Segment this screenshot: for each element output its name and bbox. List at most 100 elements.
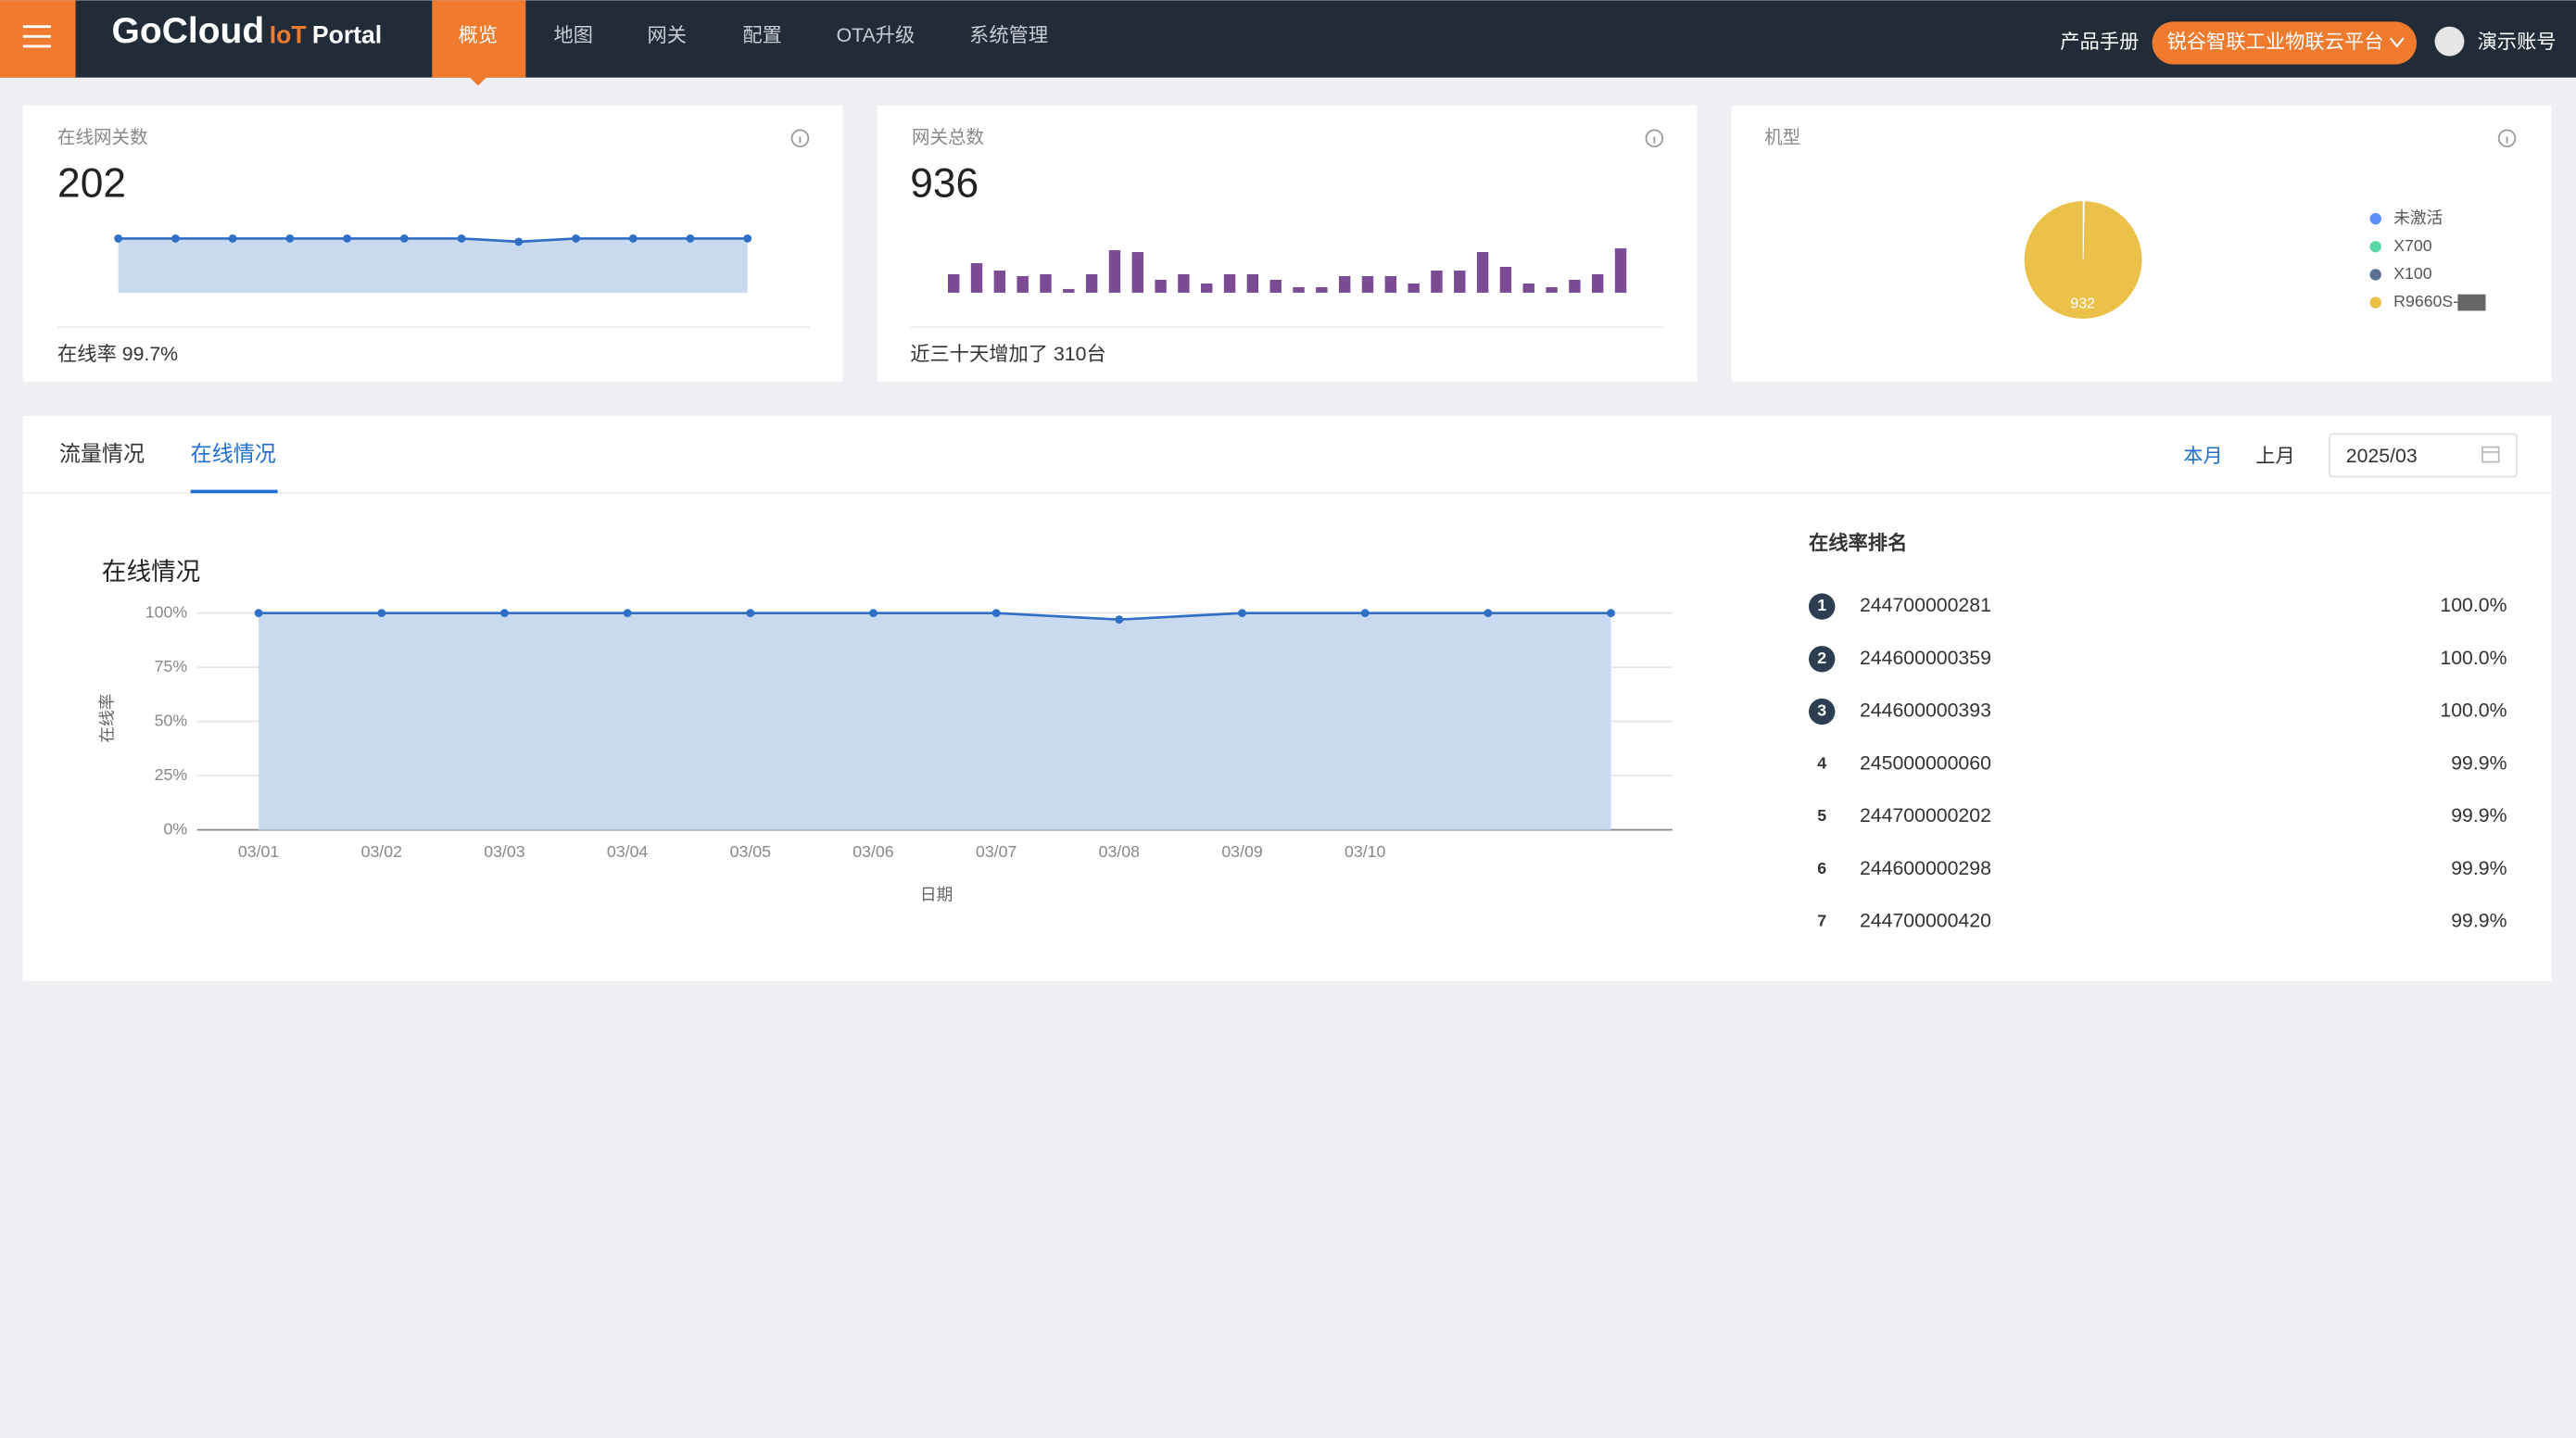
card bbox=[1731, 105, 2552, 382]
platform-name: 锐谷智联工业物联云平台 bbox=[2167, 31, 2384, 53]
bar bbox=[1269, 279, 1282, 293]
bar bbox=[1201, 283, 1213, 293]
gateway-id: 244700000202 bbox=[1860, 804, 1991, 826]
card-footer: 在线率 99.7% bbox=[57, 343, 178, 365]
online-rate: 99.9% bbox=[2451, 804, 2507, 826]
nav-item[interactable]: 概览 bbox=[459, 24, 499, 46]
bar bbox=[1499, 266, 1512, 293]
month-picker[interactable] bbox=[2329, 433, 2519, 478]
y-tick-label: 75% bbox=[155, 657, 188, 675]
period-button[interactable]: 上月 bbox=[2255, 445, 2295, 467]
point bbox=[114, 233, 123, 243]
avatar[interactable] bbox=[2434, 26, 2465, 57]
card bbox=[877, 105, 1698, 382]
x-tick-label: 03/04 bbox=[607, 842, 648, 861]
chart-title: 在线情况 bbox=[102, 558, 200, 586]
gateway-id: 244600000298 bbox=[1860, 857, 1991, 879]
online-rate: 99.9% bbox=[2451, 910, 2507, 932]
bar bbox=[1454, 270, 1466, 293]
menu-button[interactable] bbox=[0, 0, 76, 78]
rank-badge bbox=[1809, 698, 1836, 725]
point bbox=[457, 233, 466, 243]
chevron bbox=[2389, 37, 2405, 48]
bar bbox=[1476, 252, 1489, 293]
online-rate: 100.0% bbox=[2440, 647, 2507, 669]
rank-number: 1 bbox=[1817, 596, 1826, 614]
nav-active bbox=[432, 0, 526, 78]
point bbox=[377, 609, 386, 618]
legend-label: X700 bbox=[2393, 236, 2432, 255]
point bbox=[399, 233, 409, 243]
point bbox=[228, 233, 237, 243]
bar bbox=[1316, 286, 1328, 293]
nav-item[interactable]: 系统管理 bbox=[969, 24, 1048, 46]
tab-active[interactable]: 在线情况 bbox=[191, 442, 276, 466]
bar bbox=[1338, 275, 1351, 293]
point bbox=[254, 609, 263, 618]
point bbox=[514, 237, 524, 246]
rank-number: 5 bbox=[1817, 806, 1826, 825]
online-rate: 100.0% bbox=[2440, 700, 2507, 722]
bar bbox=[1431, 270, 1443, 293]
point bbox=[500, 609, 509, 618]
bar bbox=[1155, 279, 1167, 293]
bar bbox=[1017, 275, 1029, 293]
tab[interactable]: 流量情况 bbox=[59, 442, 145, 466]
point bbox=[285, 233, 295, 243]
bar bbox=[1614, 248, 1627, 293]
area-fill bbox=[259, 612, 1611, 830]
manual-link[interactable]: 产品手册 bbox=[2060, 31, 2139, 53]
bar bbox=[1223, 273, 1236, 293]
x-tick-label: 03/07 bbox=[976, 842, 1017, 861]
point bbox=[686, 233, 695, 243]
area-line bbox=[118, 237, 748, 244]
x-tick-label: 03/05 bbox=[730, 842, 771, 861]
legend-label: R9660S- bbox=[2393, 292, 2458, 310]
period-button[interactable]: 本月 bbox=[2183, 445, 2223, 467]
legend-swatch bbox=[2369, 269, 2381, 281]
x-axis-label: 日期 bbox=[920, 885, 953, 903]
platform-select[interactable] bbox=[2152, 21, 2418, 65]
nav-item[interactable]: 地图 bbox=[553, 24, 593, 46]
calendar-icon bbox=[2481, 446, 2500, 463]
bar bbox=[970, 263, 983, 293]
menu-icon bbox=[22, 25, 51, 48]
point bbox=[343, 233, 352, 243]
point bbox=[869, 609, 878, 618]
nav-arrow bbox=[470, 77, 486, 86]
card-footer: 近三十天增加了 310台 bbox=[910, 343, 1106, 365]
nav-item[interactable]: 网关 bbox=[648, 24, 688, 46]
account-name[interactable]: 演示账号 bbox=[2478, 31, 2557, 53]
redaction bbox=[2457, 294, 2486, 311]
y-tick-label: 25% bbox=[155, 765, 188, 784]
point bbox=[1360, 609, 1370, 618]
month-value: 2025/03 bbox=[2346, 445, 2418, 467]
gateway-id: 244600000359 bbox=[1860, 647, 1991, 669]
rank-number: 4 bbox=[1817, 753, 1826, 772]
rank-badge bbox=[1809, 593, 1836, 620]
legend-swatch bbox=[2369, 241, 2381, 253]
point bbox=[572, 233, 580, 243]
bar bbox=[1063, 288, 1075, 293]
nav-item[interactable]: 配置 bbox=[742, 24, 782, 46]
point bbox=[623, 609, 632, 618]
bar bbox=[1361, 275, 1374, 293]
nav-item[interactable]: OTA升级 bbox=[837, 24, 915, 46]
x-tick-label: 03/06 bbox=[852, 842, 893, 861]
point bbox=[170, 233, 180, 243]
point bbox=[746, 609, 755, 618]
bar bbox=[1246, 273, 1259, 293]
gateway-id: 244700000281 bbox=[1860, 594, 1991, 616]
bar bbox=[1569, 279, 1581, 293]
card-value: 202 bbox=[57, 160, 126, 206]
bar bbox=[1522, 283, 1534, 293]
rank-number: 6 bbox=[1817, 859, 1826, 877]
pie-label: 932 bbox=[2070, 296, 2095, 312]
bar bbox=[1546, 286, 1558, 293]
legend-swatch bbox=[2369, 212, 2381, 225]
rank-number: 3 bbox=[1817, 701, 1826, 720]
y-tick-label: 100% bbox=[145, 602, 188, 621]
brand-iot: IoT bbox=[270, 20, 307, 48]
info-icons bbox=[790, 129, 2517, 148]
